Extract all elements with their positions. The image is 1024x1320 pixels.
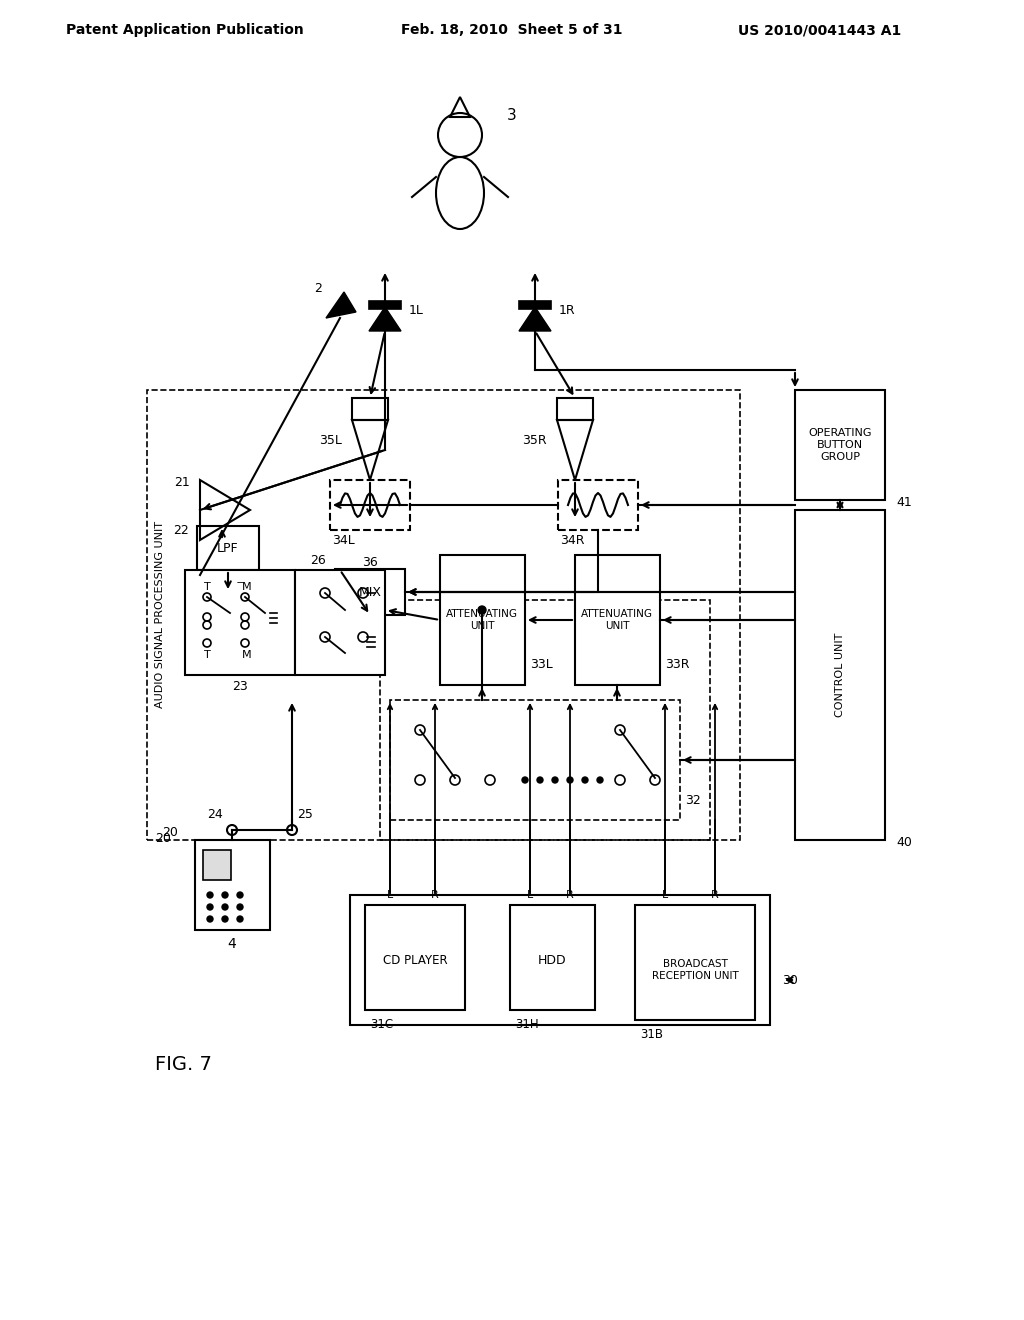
Text: ̅M: ̅M <box>243 582 252 591</box>
Bar <box>352 399 388 420</box>
Bar <box>635 906 755 1020</box>
Text: 20: 20 <box>155 832 171 845</box>
Polygon shape <box>369 308 401 331</box>
Bar <box>335 569 406 615</box>
Circle shape <box>222 916 228 921</box>
Text: AUDIO SIGNAL PROCESSING UNIT: AUDIO SIGNAL PROCESSING UNIT <box>155 521 165 709</box>
Text: Feb. 18, 2010  Sheet 5 of 31: Feb. 18, 2010 Sheet 5 of 31 <box>401 22 623 37</box>
Bar <box>295 570 385 675</box>
Circle shape <box>222 904 228 909</box>
Text: 20: 20 <box>162 826 178 840</box>
Text: 31H: 31H <box>515 1018 539 1031</box>
Polygon shape <box>326 292 356 318</box>
Text: 26: 26 <box>310 553 326 566</box>
Text: 24: 24 <box>207 808 223 821</box>
Text: 33L: 33L <box>530 659 553 672</box>
Circle shape <box>237 916 243 921</box>
Circle shape <box>207 904 213 909</box>
Text: T: T <box>204 649 210 660</box>
Bar <box>510 906 595 1010</box>
Bar <box>185 570 295 675</box>
Bar <box>195 840 270 931</box>
Text: 33R: 33R <box>665 659 689 672</box>
Text: T: T <box>204 582 210 591</box>
Text: US 2010/0041443 A1: US 2010/0041443 A1 <box>738 22 901 37</box>
Text: 31C: 31C <box>370 1018 393 1031</box>
Circle shape <box>237 904 243 909</box>
Text: Patent Application Publication: Patent Application Publication <box>67 22 304 37</box>
Text: 34L: 34L <box>332 533 354 546</box>
Bar <box>795 389 885 500</box>
Text: FIG. 7: FIG. 7 <box>155 1056 212 1074</box>
Text: HDD: HDD <box>538 953 566 966</box>
Bar <box>197 525 259 570</box>
Text: M: M <box>243 649 252 660</box>
Text: 31B: 31B <box>640 1027 663 1040</box>
Text: BROADCAST
RECEPTION UNIT: BROADCAST RECEPTION UNIT <box>651 960 738 981</box>
Bar <box>390 700 680 820</box>
Circle shape <box>597 777 603 783</box>
Circle shape <box>207 892 213 898</box>
Text: R: R <box>431 890 439 900</box>
Text: 34R: 34R <box>560 533 585 546</box>
Bar <box>575 554 660 685</box>
Text: 4: 4 <box>227 937 237 950</box>
Circle shape <box>582 777 588 783</box>
Bar <box>330 480 410 531</box>
Text: 3: 3 <box>507 107 517 123</box>
Bar <box>557 399 593 420</box>
Text: 1L: 1L <box>409 304 424 317</box>
Bar <box>203 850 231 880</box>
Text: 2: 2 <box>314 281 322 294</box>
Bar <box>380 601 710 840</box>
Circle shape <box>222 892 228 898</box>
Text: ATTENUATING
UNIT: ATTENUATING UNIT <box>581 610 653 631</box>
Text: L: L <box>387 890 393 900</box>
Text: R: R <box>566 890 573 900</box>
Bar <box>147 389 740 840</box>
Text: R: R <box>711 890 719 900</box>
Text: 22: 22 <box>173 524 189 536</box>
Circle shape <box>552 777 558 783</box>
Bar <box>369 301 401 309</box>
Circle shape <box>522 777 528 783</box>
Text: 41: 41 <box>896 495 911 508</box>
Bar <box>795 510 885 840</box>
Text: L: L <box>527 890 534 900</box>
Circle shape <box>567 777 573 783</box>
Text: CONTROL UNIT: CONTROL UNIT <box>835 632 845 717</box>
Text: 35R: 35R <box>522 433 547 446</box>
Bar <box>519 301 551 309</box>
Text: 30: 30 <box>782 974 798 986</box>
Text: 36: 36 <box>362 557 378 569</box>
Circle shape <box>207 916 213 921</box>
Circle shape <box>478 606 486 614</box>
Text: 40: 40 <box>896 837 912 850</box>
Circle shape <box>537 777 543 783</box>
Bar <box>365 906 465 1010</box>
Bar <box>350 895 770 1026</box>
Text: OPERATING
BUTTON
GROUP: OPERATING BUTTON GROUP <box>808 429 871 462</box>
Bar <box>558 480 638 531</box>
Text: 25: 25 <box>297 808 313 821</box>
Text: 21: 21 <box>174 475 190 488</box>
Circle shape <box>237 892 243 898</box>
Text: L: L <box>662 890 668 900</box>
Text: 32: 32 <box>685 793 700 807</box>
Text: LPF: LPF <box>217 541 239 554</box>
Text: CD PLAYER: CD PLAYER <box>383 953 447 966</box>
Text: 23: 23 <box>232 681 248 693</box>
Bar <box>440 554 525 685</box>
Text: MIX: MIX <box>358 586 382 598</box>
Text: 35L: 35L <box>319 433 342 446</box>
Text: ATTENUATING
UNIT: ATTENUATING UNIT <box>446 610 518 631</box>
Polygon shape <box>519 308 551 331</box>
Text: 1R: 1R <box>559 304 575 317</box>
